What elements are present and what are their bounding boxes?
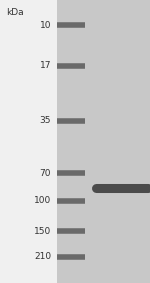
Text: 70: 70: [39, 169, 51, 178]
Bar: [57, 0, 150, 283]
Text: kDa: kDa: [6, 8, 24, 18]
Text: 100: 100: [34, 196, 51, 205]
Text: 17: 17: [39, 61, 51, 70]
Text: 35: 35: [39, 116, 51, 125]
Text: 10: 10: [39, 21, 51, 30]
Text: 210: 210: [34, 252, 51, 261]
Text: 150: 150: [34, 227, 51, 236]
